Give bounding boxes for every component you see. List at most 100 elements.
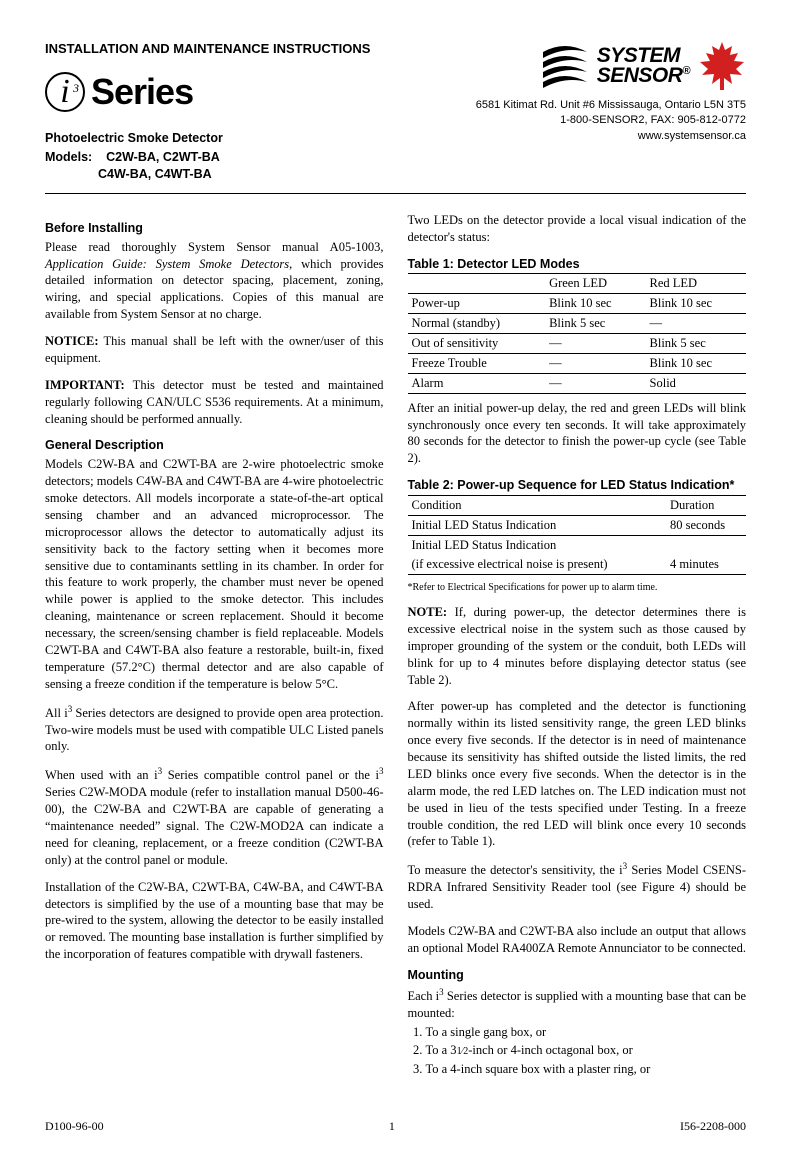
table-row: Power-upBlink 10 secBlink 10 sec	[408, 294, 747, 314]
text: Series detector is supplied with a mount…	[408, 989, 747, 1020]
table2-title: Table 2: Power-up Sequence for LED Statu…	[408, 477, 747, 496]
body-columns: Before Installing Please read thoroughly…	[45, 212, 746, 1088]
page-footer: D100-96-00 1 I56-2208-000	[45, 1118, 746, 1134]
table-row: Normal (standby)Blink 5 sec—	[408, 314, 747, 334]
contact-info: 6581 Kitimat Rd. Unit #6 Mississauga, On…	[396, 98, 747, 144]
important-label: IMPORTANT:	[45, 378, 125, 392]
cell: Blink 10 sec	[545, 294, 645, 314]
notice-paragraph: NOTICE: This manual shall be left with t…	[45, 333, 384, 367]
cell: 80 seconds	[666, 515, 746, 535]
text: To a 3	[426, 1043, 457, 1057]
mounting-head: Mounting	[408, 967, 747, 984]
text: Please read thoroughly System Sensor man…	[45, 240, 384, 254]
brand-line1: SYSTEM	[597, 46, 690, 66]
text: Series detectors are designed to provide…	[45, 706, 384, 754]
doc-title: INSTALLATION AND MAINTENANCE INSTRUCTION…	[45, 40, 396, 58]
gendesc-p3: When used with an i3 Series compatible c…	[45, 765, 384, 868]
text: Series C2W-MODA module (refer to install…	[45, 785, 384, 867]
page-header: INSTALLATION AND MAINTENANCE INSTRUCTION…	[45, 40, 746, 183]
cell: Red LED	[646, 274, 746, 293]
models-line1: C2W-BA, C2WT-BA	[106, 150, 220, 164]
cell: Green LED	[545, 274, 645, 293]
after-note: After power-up has completed and the det…	[408, 698, 747, 850]
header-rule	[45, 193, 746, 194]
table1: Green LED Red LED Power-upBlink 10 secBl…	[408, 274, 747, 393]
table-row: Freeze Trouble—Blink 10 sec	[408, 353, 747, 373]
footer-right: I56-2208-000	[680, 1118, 746, 1134]
mounting-intro: Each i3 Series detector is supplied with…	[408, 986, 747, 1022]
text: Series compatible control panel or the i	[162, 768, 379, 782]
cell: Condition	[408, 496, 666, 515]
cell	[666, 535, 746, 554]
models-line2: C4W-BA, C4WT-BA	[98, 166, 396, 183]
ra400-paragraph: Models C2W-BA and C2WT-BA also include a…	[408, 923, 747, 957]
table-row: Initial LED Status Indication	[408, 535, 747, 554]
cell: —	[646, 314, 746, 334]
models-line: Models: C2W-BA, C2WT-BA	[45, 149, 396, 166]
list-item: To a 31⁄2-inch or 4-inch octagonal box, …	[426, 1042, 747, 1059]
left-column: Before Installing Please read thoroughly…	[45, 212, 384, 1088]
table2-footnote: *Refer to Electrical Specifications for …	[408, 581, 747, 595]
after-table1: After an initial power-up delay, the red…	[408, 400, 747, 468]
measure-paragraph: To measure the detector's sensitivity, t…	[408, 860, 747, 913]
maple-leaf-icon	[698, 40, 746, 92]
gendesc-p4: Installation of the C2W-BA, C2WT-BA, C4W…	[45, 879, 384, 963]
note-label: NOTE:	[408, 605, 448, 619]
table-row: Out of sensitivity—Blink 5 sec	[408, 334, 747, 354]
cell: Blink 5 sec	[646, 334, 746, 354]
cell: (if excessive electrical noise is presen…	[408, 555, 666, 574]
cell: —	[545, 353, 645, 373]
cell: Initial LED Status Indication	[408, 535, 666, 554]
note-text: If, during power-up, the detector determ…	[408, 605, 747, 687]
brand-block: SYSTEM SENSOR®	[396, 40, 747, 92]
cell: —	[545, 334, 645, 354]
cell: 4 minutes	[666, 555, 746, 574]
series-word: Series	[91, 68, 193, 117]
gendesc-p2: All i3 Series detectors are designed to …	[45, 703, 384, 756]
text-italic: Application Guide: System Smoke Detector…	[45, 257, 292, 271]
table-row: Initial LED Status Indication80 seconds	[408, 515, 747, 535]
before-installing-head: Before Installing	[45, 220, 384, 237]
fraction: 1⁄2	[457, 1046, 469, 1057]
table1-title: Table 1: Detector LED Modes	[408, 256, 747, 275]
website: www.systemsensor.ca	[396, 129, 747, 144]
before-installing-p1: Please read thoroughly System Sensor man…	[45, 239, 384, 323]
table-row: (if excessive electrical noise is presen…	[408, 555, 747, 574]
text: When used with an i	[45, 768, 158, 782]
cell: Blink 10 sec	[646, 353, 746, 373]
brand-text: SYSTEM SENSOR®	[597, 46, 690, 86]
cell: Blink 10 sec	[646, 294, 746, 314]
table-row: Alarm—Solid	[408, 373, 747, 393]
phone: 1-800-SENSOR2, FAX: 905-812-0772	[396, 113, 747, 128]
cell: Out of sensitivity	[408, 334, 546, 354]
gendesc-p1: Models C2W-BA and C2WT-BA are 2-wire pho…	[45, 456, 384, 692]
cell: Blink 5 sec	[545, 314, 645, 334]
text: -inch or 4-inch octagonal box, or	[468, 1043, 633, 1057]
text: To measure the detector's sensitivity, t…	[408, 863, 623, 877]
table2: Condition Duration Initial LED Status In…	[408, 496, 747, 575]
cell: Freeze Trouble	[408, 353, 546, 373]
cell: Normal (standby)	[408, 314, 546, 334]
product-subtitle: Photoelectric Smoke Detector	[45, 130, 396, 147]
mounting-list: To a single gang box, or To a 31⁄2-inch …	[408, 1024, 747, 1079]
cell: Alarm	[408, 373, 546, 393]
brand-line2: SENSOR	[597, 64, 683, 87]
header-right: SYSTEM SENSOR® 6581 Kitimat Rd. Unit #6 …	[396, 40, 747, 144]
general-description-head: General Description	[45, 437, 384, 454]
list-item: To a single gang box, or	[426, 1024, 747, 1041]
footer-left: D100-96-00	[45, 1118, 104, 1134]
cell: Duration	[666, 496, 746, 515]
cell: Solid	[646, 373, 746, 393]
cell: —	[545, 373, 645, 393]
notice-label: NOTICE:	[45, 334, 98, 348]
right-column: Two LEDs on the detector provide a local…	[408, 212, 747, 1088]
cell: Power-up	[408, 294, 546, 314]
cell	[408, 274, 546, 293]
series-logo: i3 Series	[45, 68, 396, 117]
list-item: To a 4-inch square box with a plaster ri…	[426, 1061, 747, 1078]
models-label: Models:	[45, 150, 92, 164]
header-left: INSTALLATION AND MAINTENANCE INSTRUCTION…	[45, 40, 396, 183]
text: Each i	[408, 989, 440, 1003]
i3-icon: i3	[45, 72, 85, 112]
led-intro: Two LEDs on the detector provide a local…	[408, 212, 747, 246]
